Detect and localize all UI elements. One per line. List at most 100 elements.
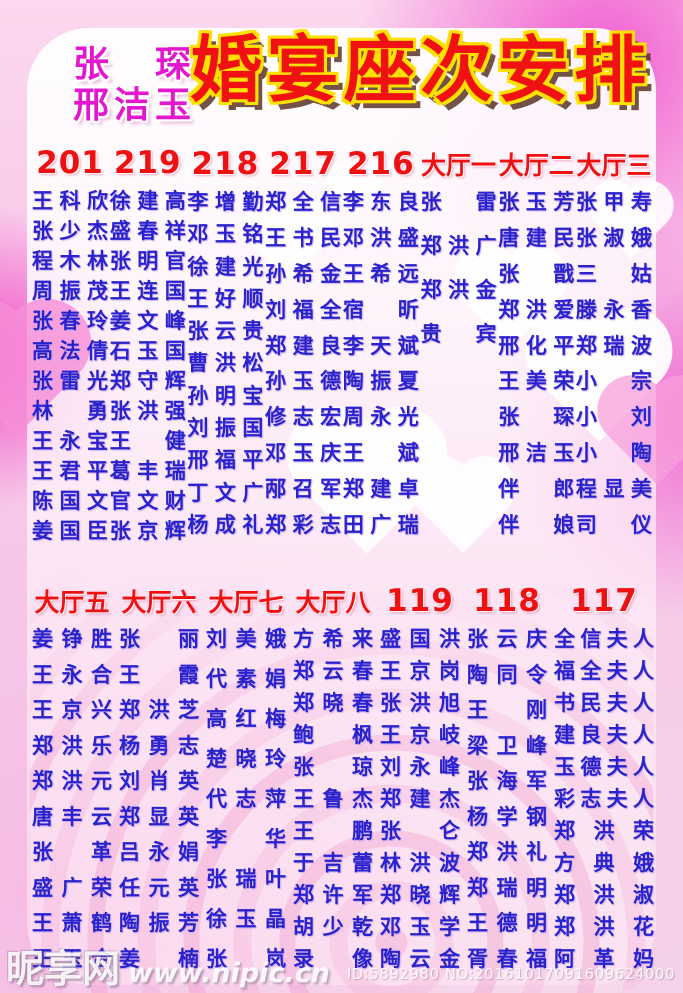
guest-name: 王德明: [467, 911, 547, 936]
guest-name: 郑洪爱: [498, 297, 575, 322]
guest-name: 郑晓辉: [380, 883, 460, 907]
guest-name: 王萧鹤: [32, 911, 112, 936]
column-header: 大厅二: [498, 150, 574, 180]
guest-name: 郑全信: [265, 190, 342, 214]
guest-name: 司仪: [575, 512, 652, 537]
name-list: 全信夫人 福全夫人 书民夫人 建良夫人 玉德夫人 彩志夫人 郑洪荣 方典娥 郑洪淑 郑洪花 阿革妈: [554, 623, 654, 973]
guest-name: 徐玉晶: [206, 907, 286, 931]
guest-name: 张岚: [206, 947, 286, 971]
guest-name: 王京兴: [32, 698, 112, 723]
column-header: 大厅一: [421, 150, 497, 180]
column-header: 218: [191, 145, 260, 182]
guest-name: 王鹏: [293, 819, 373, 843]
guest-name: 程木林: [32, 249, 108, 273]
guest-name: 小宗: [575, 369, 652, 394]
guest-name: 孙玉德: [265, 369, 342, 394]
guest-name: 王霞: [119, 662, 199, 687]
guest-name: 郑建良: [265, 333, 342, 358]
seating-column: 216 李东良 邓洪盛 王希远 宿昕 李天斌 陶振夏 周永光 王斌 郑建卓 田广瑞: [343, 145, 419, 539]
column-header: 119: [386, 582, 454, 619]
seating-column: 大厅五 姜铮胜 王永合 王京兴 郑洪乐 郑洪元 唐丰云 张革 盛广荣 王萧鹤 王玉合: [32, 582, 112, 973]
guest-name: 刘肖英: [119, 769, 199, 794]
column-header: 219: [113, 145, 182, 181]
guest-name: 张琼: [293, 755, 373, 779]
guest-name: 建良夫人: [554, 723, 654, 747]
guest-name: 邢洁玉: [498, 441, 575, 466]
guest-name: 任元英: [119, 875, 199, 900]
guest-name: 李华: [206, 827, 286, 851]
name-list: 徐建高 盛春祥 张明官 王连国 姜文峰 石玉国 郑守辉 张洪强 王健 葛丰瑞 官文财 张京辉: [110, 185, 186, 545]
guest-name: 楚晓玲: [206, 747, 286, 771]
seating-column: 大厅六 张丽 王霞 郑洪芝 杨勇志 刘肖英 郑显英 吕永娟 任元英 陶振芳 姜楠: [119, 582, 199, 973]
guest-name: 郑洪荣: [554, 819, 654, 843]
guest-name: 全信夫人: [554, 627, 654, 651]
guest-name: 张云庆: [467, 627, 547, 651]
guest-name: 张琛: [498, 405, 575, 430]
seating-column: 大厅七 刘美娥 代素娟 高红梅 楚晓玲 代志萍 李华 张瑞叶 徐玉晶 张岚: [206, 582, 286, 973]
seating-column: 大厅八 方希来 郑云春 郑晓春 鲍枫 张琼 王鲁杰 王鹏 于吉蕾 郑许军 胡少乾 录像: [293, 582, 373, 973]
site-url: www.nipic.cn: [128, 958, 330, 989]
name-list: 李增勤 邓玉铭 徐建光 王好顺 张云贵 曹洪松 孙明宝 刘振国 邢福平 丁文广 杨成礼: [187, 186, 263, 539]
guest-name: 王美荣: [498, 369, 575, 394]
guest-name: 郑建杰: [380, 787, 460, 811]
guest-name: 伴娘: [498, 512, 575, 537]
guest-name: 伴郎: [498, 477, 575, 501]
guest-name: 杨学钢: [467, 804, 547, 829]
column-header: 大厅三: [576, 150, 652, 180]
guest-name: 王永宝: [32, 429, 108, 453]
guest-name: 盛广荣: [32, 875, 112, 900]
guest-name: 代志萍: [206, 787, 286, 811]
guest-name: 周振茂: [32, 279, 108, 303]
guest-name: 高红梅: [206, 707, 286, 731]
seating-table-top: 201 王科欣 张少杰 程木林 周振茂 张春玲 高法倩 张雷光 林勇 王永宝 王君平 陈国文 姜国臣 21…: [32, 145, 652, 543]
guest-name: 邢福平: [187, 448, 264, 473]
name-list: 张玉芳 唐建民 张戬 郑洪爱 邢化平 王美荣 张琛 邢洁玉 伴郎 伴娘: [498, 186, 574, 539]
guest-name: 姜国臣: [32, 519, 108, 543]
guest-name: 张少杰: [32, 219, 108, 243]
name-list: 张丽 王霞 郑洪芝 杨勇志 刘肖英 郑显英 吕永娟 任元英 陶振芳 姜楠: [119, 623, 199, 973]
guest-name: 张洪旭: [380, 691, 460, 715]
guest-name: 宿昕: [342, 297, 419, 322]
guest-name: 林勇: [32, 399, 108, 423]
seating-column: 217 郑全信 王书民 孙希金 刘福全 郑建良 孙玉德 修志宏 邓玉庆 邴召军 郑彩志: [265, 145, 341, 539]
guest-name: 书民夫人: [554, 691, 654, 715]
guest-name: 胡少乾: [293, 915, 373, 939]
guest-name: 王君平: [32, 459, 108, 483]
guest-name: 刘美娥: [206, 627, 286, 651]
name-list: 张云庆 陶同令 王刚 梁卫峰 张海军 杨学钢 郑洪礼 郑瑞明 王德明 胥春福: [467, 623, 547, 973]
seating-table-bottom: 大厅五 姜铮胜 王永合 王京兴 郑洪乐 郑洪元 唐丰云 张革 盛广荣 王萧鹤 王玉合 大厅六 张丽 王霞郑…: [32, 582, 654, 973]
column-header: 大厅六: [121, 587, 197, 617]
guest-name: 盛国洪: [380, 627, 460, 651]
guest-name: 官文财: [109, 489, 186, 513]
guest-name: 邢化平: [498, 333, 575, 358]
guest-name: 郑洪金: [420, 278, 497, 302]
guest-name: 张雷: [420, 190, 497, 214]
guest-name: 姜楠: [119, 946, 199, 971]
guest-name: 王鲁杰: [293, 787, 373, 811]
guest-name: 刘永峰: [380, 755, 460, 779]
guest-name: 郑洪淑: [554, 883, 654, 907]
guest-name: 陶同令: [467, 662, 547, 687]
image-id-watermark: ID:5892980 NO:20161017091609624000: [346, 965, 675, 983]
name-list: 刘美娥 代素娟 高红梅 楚晓玲 代志萍 李华 张瑞叶 徐玉晶 张岚: [206, 623, 286, 973]
column-header: 201: [36, 145, 104, 181]
guest-name: 邓玉铭: [187, 222, 264, 247]
guest-name: 周永光: [342, 405, 419, 430]
guest-name: 石玉国: [109, 339, 186, 363]
guest-name: 刘福全: [265, 297, 342, 322]
guest-name: 滕永香: [575, 297, 652, 322]
column-header: 117: [570, 582, 638, 619]
guest-name: 福全夫人: [554, 659, 654, 683]
guest-name: 王京岐: [380, 723, 460, 747]
guest-name: 邓玉学: [380, 915, 460, 939]
guest-name: 郑洪花: [554, 915, 654, 939]
guest-name: 鲍枫: [293, 723, 373, 747]
guest-name: 邓洪盛: [342, 225, 419, 250]
guest-name: 郑洪礼: [467, 840, 547, 865]
guest-name: 小陶: [575, 441, 652, 466]
guest-name: 张丽: [119, 627, 199, 651]
guest-name: 郑洪乐: [32, 733, 112, 758]
guest-name: 郑瑞波: [575, 333, 652, 358]
guest-name: 王刚: [467, 698, 547, 723]
guest-name: 田广瑞: [342, 512, 419, 537]
